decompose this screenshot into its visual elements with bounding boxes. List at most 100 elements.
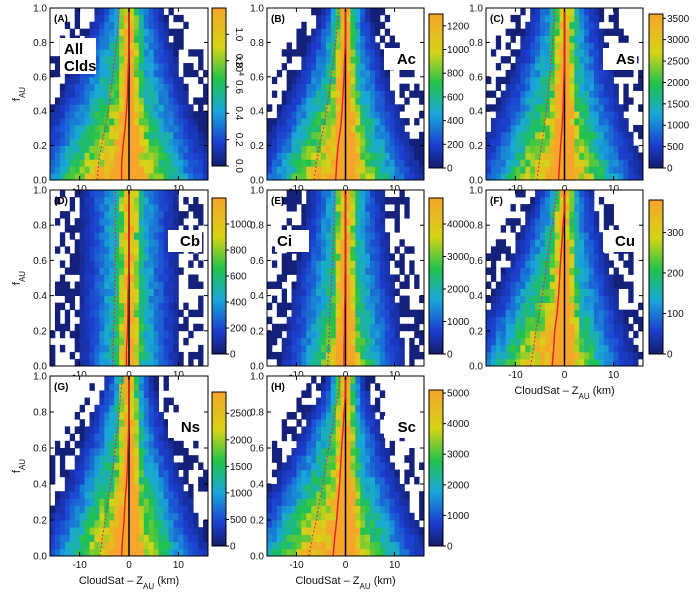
heatmap-cell [389,337,395,346]
heatmap-cell [325,145,332,153]
heatmap-cell [301,69,307,78]
y-axis-label-subscript: AU [18,87,27,98]
heatmap-cell [530,267,536,275]
heatmap-cell [345,69,351,78]
heatmap-cell [94,330,100,339]
heatmap-cell [281,166,288,174]
heatmap-cell [168,90,174,98]
heatmap-cell [129,118,135,126]
heatmap-cell [109,426,115,434]
heatmap-cell [133,173,140,181]
heatmap-cell [193,204,199,212]
heatmap-cell [340,8,346,16]
heatmap-cell [320,260,327,268]
heatmap-cell [286,173,292,181]
heatmap-cell [598,267,605,275]
heatmap-cell [515,145,521,153]
heatmap-cell [316,548,322,557]
heatmap-cell [360,534,366,542]
heatmap-cell [89,204,95,212]
heatmap-cell [54,63,61,71]
heatmap-cell [94,358,100,367]
cloud-type-label: Ns [181,419,200,436]
heatmap-cell [574,302,580,311]
heatmap-cell [515,166,521,174]
heatmap-cell [143,159,150,167]
heatmap-cell [554,14,560,23]
heatmap-cell [510,225,516,233]
heatmap-cell [355,239,361,247]
heatmap-cell [119,295,125,304]
heatmap-cell [163,358,169,367]
heatmap-cell [59,534,66,542]
heatmap-cell [173,42,179,50]
heatmap-cell [530,131,536,140]
heatmap-cell [564,14,570,23]
heatmap-cell [579,69,585,78]
heatmap-cell [104,35,110,43]
heatmap-cell [330,83,337,91]
heatmap-cell [394,288,400,296]
heatmap-cell [203,145,209,153]
heatmap-cell [138,76,145,85]
heatmap-cell [163,469,169,478]
heatmap-cell [183,145,189,153]
heatmap-cell [69,118,76,126]
heatmap-cell [291,49,297,57]
heatmap-cell [598,118,605,126]
heatmap-cell [505,274,511,282]
heatmap-cell [114,190,120,198]
heatmap-cell [486,159,492,167]
heatmap-cell [143,173,150,181]
heatmap-cell [525,49,531,57]
heatmap-cell [286,527,292,535]
heatmap-cell [613,145,619,153]
y-tick-label: 0.2 [250,141,264,152]
heatmap-cell [574,35,580,43]
heatmap-cell [574,316,580,325]
heatmap-cell [188,491,194,499]
heatmap-cell [143,42,150,50]
heatmap-cell [124,520,130,528]
heatmap-cell [490,323,497,332]
heatmap-cell [114,14,120,23]
heatmap-cell [119,448,125,456]
heatmap-cell [589,358,595,367]
heatmap-cell [163,145,169,153]
heatmap-cell [301,225,307,233]
heatmap-cell [306,90,312,98]
heatmap-cell [281,288,288,296]
heatmap-cell [316,281,322,289]
heatmap-cell [350,512,356,521]
heatmap-cell [350,131,356,140]
heatmap-cell [99,309,105,318]
heatmap-cell [559,288,565,296]
heatmap-cell [335,190,341,198]
heatmap-cell [50,131,56,140]
heatmap-cell [530,239,536,247]
heatmap-cell [89,412,95,420]
heatmap-cell [271,520,278,528]
heatmap-cell [104,152,110,160]
heatmap-cell [500,358,507,367]
heatmap-cell [628,131,634,140]
heatmap-cell [50,534,56,542]
heatmap-cell [193,118,199,126]
heatmap-cell [148,323,155,332]
heatmap-cell [79,548,85,557]
heatmap-cell [608,97,614,105]
heatmap-cell [370,534,376,542]
heatmap-cell [549,56,556,64]
heatmap-cell [158,56,164,64]
heatmap-cell [559,197,565,205]
heatmap-cell [173,97,179,105]
heatmap-cell [510,351,516,360]
heatmap-cell [574,138,580,146]
heatmap-cell [505,246,511,254]
heatmap-cell [320,197,327,205]
heatmap-cell [143,351,150,360]
heatmap-cell [119,383,125,391]
heatmap-cell [495,35,502,43]
heatmap-cell [414,520,420,528]
heatmap-cell [133,197,140,205]
